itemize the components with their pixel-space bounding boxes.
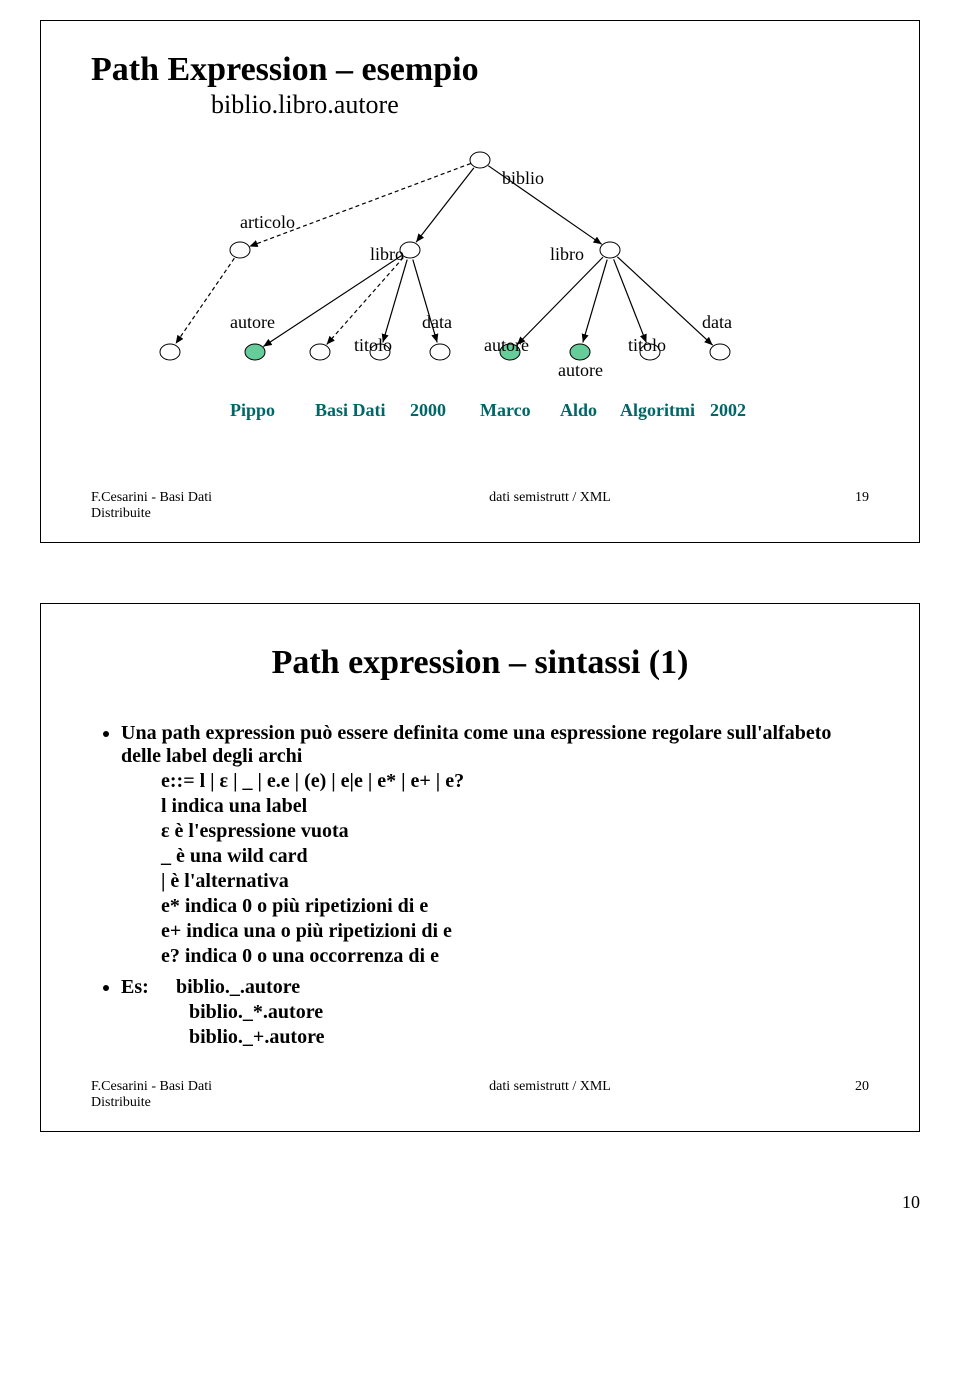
page-number: 10 xyxy=(40,1192,920,1213)
es1: biblio._.autore xyxy=(176,976,300,998)
footer-subject: dati semistrutt / XML xyxy=(291,1079,809,1111)
es-label: Es: xyxy=(121,976,171,999)
tree-node-label: libro xyxy=(550,244,584,265)
line-alt: | è l'alternativa xyxy=(161,870,869,893)
tree-leaf-value: 2002 xyxy=(710,400,746,421)
tree-node-label: articolo xyxy=(240,212,295,233)
footer-subject: dati semistrutt / XML xyxy=(291,490,809,522)
slide1-title: Path Expression – esempio xyxy=(91,51,869,88)
tree-leaf-value: Algoritmi xyxy=(620,400,695,421)
line-wild: _ è una wild card xyxy=(161,845,869,868)
tree-leaf-value: Basi Dati xyxy=(315,400,386,421)
line-eps: ε è l'espressione vuota xyxy=(161,820,869,843)
tree-leaf-value: Aldo xyxy=(560,400,597,421)
tree-diagram: biblio articolo libro libro autore titolo data… xyxy=(110,140,850,460)
es2: biblio._*.autore xyxy=(189,1001,869,1024)
slide1-footer: F.Cesarini - Basi Dati Distribuite dati … xyxy=(91,490,869,522)
line-star: e* indica 0 o più ripetizioni di e xyxy=(161,895,869,918)
line-plus: e+ indica una o più ripetizioni di e xyxy=(161,920,869,943)
es3: biblio._+.autore xyxy=(189,1026,869,1049)
slide2-title: Path expression – sintassi (1) xyxy=(91,644,869,681)
footer-pagenum: 20 xyxy=(809,1079,869,1111)
tree-node-label: data xyxy=(422,312,452,333)
tree-node-label: data xyxy=(702,312,732,333)
bullet1-text: Una path expression può essere definita … xyxy=(121,722,831,767)
slide-2-frame: Path expression – sintassi (1) Una path … xyxy=(40,603,920,1131)
tree-node-label: autore xyxy=(230,312,275,333)
footer-author: F.Cesarini - Basi Dati xyxy=(91,1079,291,1095)
footer-author: F.Cesarini - Basi Dati xyxy=(91,490,291,506)
grammar-line: e::= l | ε | _ | e.e | (e) | e|e | e* | … xyxy=(161,770,869,793)
slide2-body: Una path expression può essere definita … xyxy=(101,722,869,1049)
tree-node-label: biblio xyxy=(502,168,544,189)
footer-author2: Distribuite xyxy=(91,1095,291,1111)
tree-node-label: titolo xyxy=(628,335,666,356)
tree-leaf-value: Pippo xyxy=(230,400,275,421)
tree-node-label: autore xyxy=(484,335,529,356)
line-l: l indica una label xyxy=(161,795,869,818)
tree-node-label: autore xyxy=(558,360,603,381)
slide2-footer: F.Cesarini - Basi Dati Distribuite dati … xyxy=(91,1079,869,1111)
line-q: e? indica 0 o una occorrenza di e xyxy=(161,945,869,968)
bullet-definition: Una path expression può essere definita … xyxy=(121,722,869,968)
footer-pagenum: 19 xyxy=(809,490,869,522)
bullet-examples: Es: biblio._.autore biblio._*.autore bib… xyxy=(121,976,869,1049)
footer-author2: Distribuite xyxy=(91,506,291,522)
tree-leaf-value: Marco xyxy=(480,400,531,421)
slide1-subtitle: biblio.libro.autore xyxy=(211,90,869,120)
tree-leaf-value: 2000 xyxy=(410,400,446,421)
tree-node-label: libro xyxy=(370,244,404,265)
tree-node-label: titolo xyxy=(354,335,392,356)
slide-1-frame: Path Expression – esempio biblio.libro.a… xyxy=(40,20,920,543)
